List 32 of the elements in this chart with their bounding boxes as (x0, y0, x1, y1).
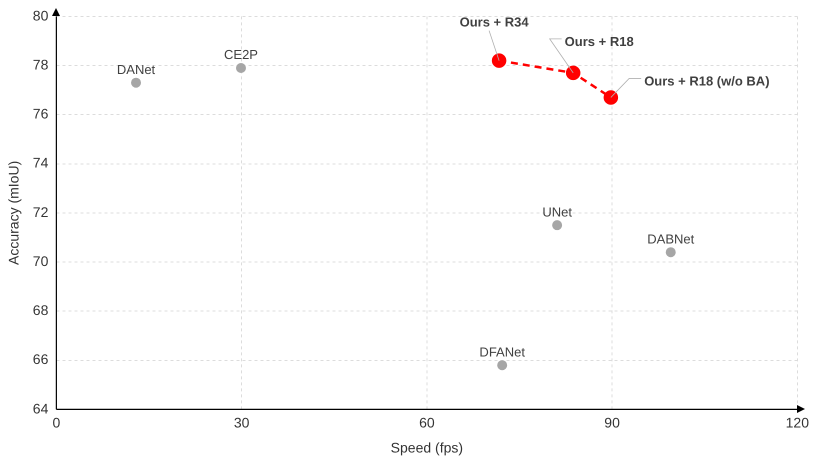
annotation: Ours + R18 (564, 34, 634, 49)
y-tick-label: 72 (32, 204, 49, 220)
point (666, 247, 676, 258)
point (236, 62, 246, 73)
annotation: DFANet (479, 344, 526, 360)
point (492, 53, 506, 68)
y-tick-label: 64 (32, 400, 49, 416)
annotation: DABNet (647, 231, 695, 246)
annotation: DANet (116, 62, 156, 77)
point (131, 78, 142, 88)
x-tick-label: 90 (604, 414, 620, 431)
annotation: UNet (542, 204, 572, 220)
y-axis-title: Accuracy (mIoU) (5, 160, 22, 266)
annotation: Ours + R18 (w/o BA) (644, 74, 770, 89)
y-tick-label: 68 (32, 302, 49, 318)
point (552, 220, 562, 230)
annotation: CE2P (224, 47, 258, 62)
y-tick-label: 70 (32, 252, 49, 269)
y-tick-label: 80 (32, 7, 49, 24)
y-tick-label: 76 (32, 106, 49, 122)
x-tick-label: 60 (419, 414, 435, 431)
point (566, 66, 580, 80)
y-tick-label: 66 (32, 351, 49, 368)
x-tick-label: 30 (234, 414, 250, 431)
y-tick-label: 74 (32, 154, 49, 171)
y-tick-label: 78 (32, 56, 49, 72)
annotation: Ours + R34 (460, 14, 530, 30)
point (497, 360, 508, 370)
x-tick-label: 0 (52, 414, 60, 431)
x-axis-title: Speed (fps) (390, 439, 464, 456)
point (604, 90, 618, 105)
x-tick-label: 120 (786, 414, 810, 431)
